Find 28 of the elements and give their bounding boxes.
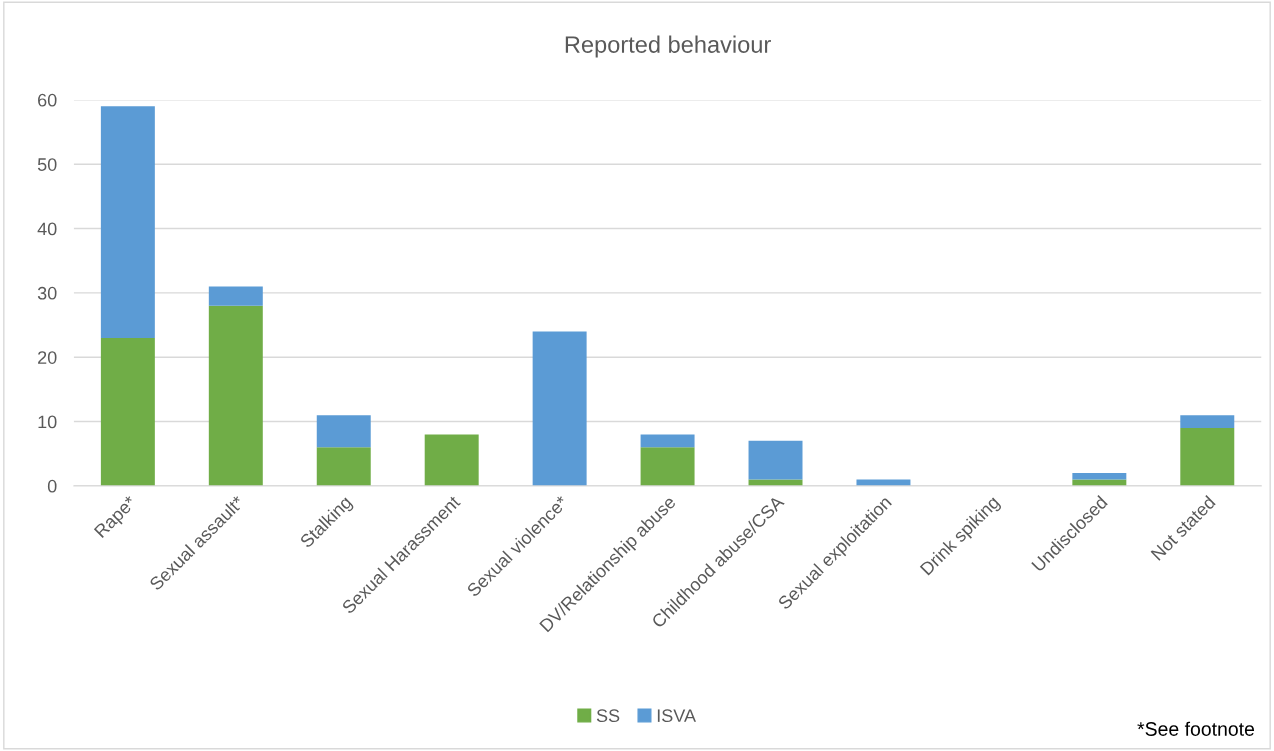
bar (316, 447, 371, 486)
y-tick-label: 50 (37, 158, 57, 171)
bar (856, 479, 911, 486)
y-tick-label: 40 (37, 222, 57, 236)
y-tick-label: 30 (37, 286, 57, 300)
bar (100, 106, 155, 338)
bar (748, 440, 803, 480)
bar (640, 434, 695, 448)
bar (532, 331, 587, 486)
bar (316, 415, 371, 448)
bar (1072, 479, 1127, 486)
legend-label: SS (596, 709, 620, 723)
bar (100, 337, 155, 486)
y-tick-label: 60 (38, 93, 57, 107)
bar (208, 305, 263, 486)
y-tick-label: 20 (38, 351, 57, 364)
legend-label: ISVA (657, 709, 696, 723)
bar (748, 479, 803, 486)
bar (424, 434, 479, 486)
y-tick-label: 10 (38, 415, 57, 429)
bar (1180, 415, 1235, 428)
text: *See footnote (1137, 721, 1255, 736)
chart-title: Reported behaviour (565, 35, 771, 58)
y-tick-label: 0 (47, 479, 57, 493)
bar (640, 447, 695, 486)
bar (1072, 473, 1127, 480)
bar (1180, 427, 1235, 486)
bar (208, 286, 263, 306)
